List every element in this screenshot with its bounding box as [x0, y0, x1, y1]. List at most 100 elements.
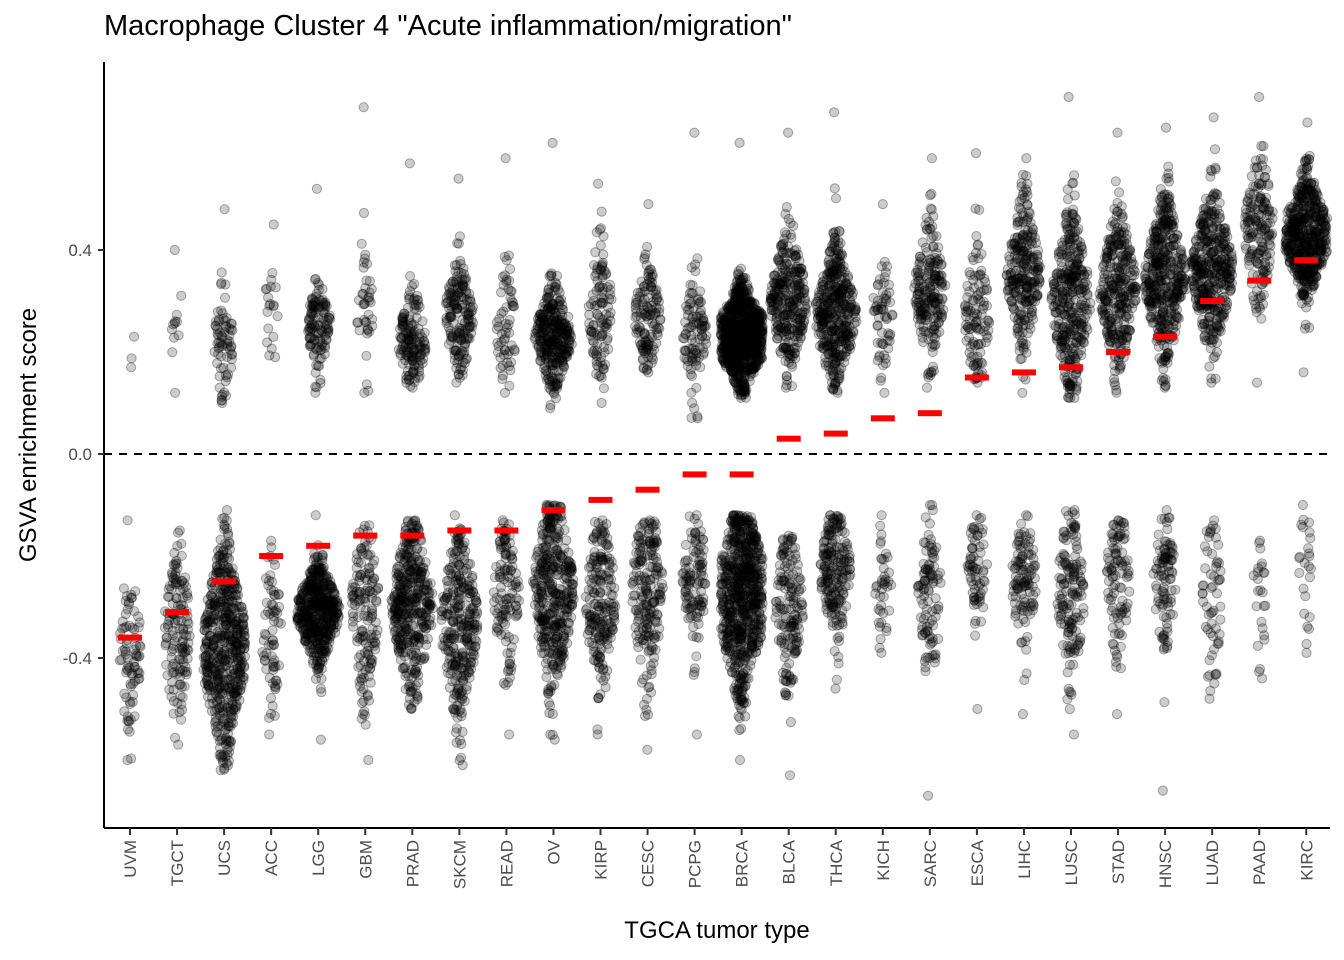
data-point — [200, 655, 211, 667]
data-point — [174, 525, 185, 536]
data-point — [182, 588, 193, 599]
data-point — [310, 592, 321, 603]
data-point — [171, 668, 183, 679]
data-point — [510, 611, 522, 622]
data-point — [533, 341, 545, 352]
data-point — [555, 563, 566, 574]
data-point — [210, 316, 222, 327]
data-point — [226, 354, 237, 365]
data-point — [646, 669, 657, 680]
data-point — [635, 654, 646, 665]
data-point — [593, 574, 604, 585]
data-point — [175, 585, 186, 596]
data-point — [218, 749, 229, 761]
data-point — [129, 676, 140, 687]
data-point — [230, 687, 241, 698]
data-point — [169, 318, 180, 329]
data-point — [173, 330, 184, 341]
data-point — [201, 684, 213, 695]
data-point — [453, 238, 464, 249]
data-point — [222, 351, 233, 363]
data-point — [226, 621, 237, 632]
data-point — [513, 581, 524, 593]
data-point — [231, 640, 243, 651]
data-point — [225, 735, 236, 747]
data-point — [171, 309, 182, 320]
group-ucs — [198, 204, 251, 776]
data-point — [400, 647, 411, 658]
data-point — [646, 300, 658, 311]
data-point — [121, 621, 132, 632]
data-point — [125, 679, 136, 690]
data-point — [226, 634, 237, 645]
data-point — [175, 671, 186, 682]
data-point — [226, 318, 237, 329]
data-point — [201, 672, 212, 683]
data-point — [171, 593, 182, 604]
data-point — [123, 660, 134, 671]
data-point — [507, 297, 519, 308]
data-point — [264, 575, 275, 586]
data-point — [545, 400, 556, 411]
data-point — [358, 262, 369, 273]
data-point — [594, 605, 605, 616]
data-point — [180, 646, 191, 657]
data-point — [582, 629, 593, 640]
data-point — [583, 562, 595, 573]
data-point — [223, 718, 234, 729]
data-point — [116, 654, 127, 665]
data-point — [175, 654, 186, 665]
data-point — [129, 624, 140, 635]
data-point — [161, 638, 172, 649]
data-point — [495, 572, 506, 583]
data-point — [171, 555, 182, 566]
data-point — [204, 682, 215, 693]
data-point — [631, 567, 642, 578]
data-point — [554, 347, 565, 358]
data-point — [313, 284, 324, 295]
data-point — [175, 714, 187, 725]
data-point — [237, 657, 248, 668]
data-point — [234, 650, 245, 661]
data-point — [687, 313, 698, 324]
data-point — [650, 632, 661, 644]
data-point — [129, 331, 140, 342]
data-point — [408, 656, 419, 667]
data-point — [222, 744, 233, 755]
data-point — [547, 729, 558, 741]
chart-title: Macrophage Cluster 4 "Acute inflammation… — [104, 10, 792, 42]
data-point — [177, 635, 189, 646]
data-point — [222, 540, 233, 551]
data-point — [173, 615, 184, 626]
group-read — [488, 153, 525, 740]
data-point — [225, 674, 236, 686]
data-point — [219, 292, 231, 303]
data-point — [121, 667, 132, 678]
data-point — [164, 591, 175, 602]
data-point — [168, 332, 180, 343]
data-point — [121, 663, 133, 675]
data-point — [180, 581, 191, 592]
data-point — [120, 609, 131, 620]
data-point — [212, 338, 223, 349]
data-point — [270, 684, 281, 695]
data-point — [559, 610, 570, 621]
data-point — [546, 270, 557, 281]
data-point — [561, 535, 572, 546]
data-point — [182, 653, 193, 664]
data-point — [168, 696, 179, 707]
data-point — [168, 559, 179, 570]
data-point — [233, 668, 245, 679]
data-point — [177, 642, 188, 653]
data-point — [453, 593, 464, 605]
data-point — [640, 308, 651, 319]
data-point — [504, 380, 515, 391]
data-point — [205, 662, 216, 673]
data-point — [351, 554, 362, 565]
data-point — [179, 681, 190, 692]
data-point — [492, 337, 503, 348]
data-point — [222, 369, 234, 380]
data-point — [311, 650, 322, 661]
data-point — [119, 644, 131, 655]
data-point — [162, 591, 174, 602]
